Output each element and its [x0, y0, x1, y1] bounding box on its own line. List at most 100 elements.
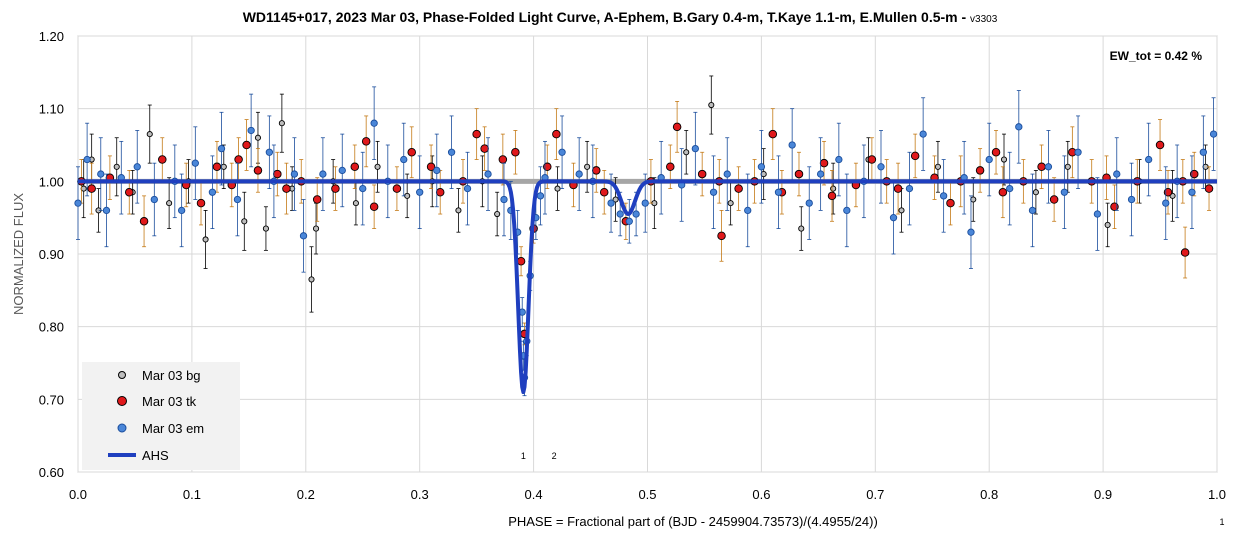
data-point	[498, 155, 508, 164]
data-point	[697, 169, 707, 179]
data-point	[278, 120, 285, 127]
y-tick-label: 0.60	[39, 465, 64, 480]
legend-swatch-em	[117, 423, 127, 433]
data-point	[359, 184, 367, 193]
data-point	[74, 199, 82, 207]
ew-annotation: EW_tot = 0.42 %	[1110, 49, 1203, 63]
data-point	[1113, 170, 1121, 178]
x-tick-label: 0.6	[752, 487, 770, 502]
data-point	[558, 148, 566, 156]
x-tick-label: 0.8	[980, 487, 998, 502]
data-point	[727, 200, 734, 207]
data-point	[612, 196, 619, 203]
x-tick-label: 0.1	[183, 487, 201, 502]
data-point	[290, 170, 299, 178]
x-tick-label: 0.2	[297, 487, 315, 502]
x-axis-title: PHASE = Fractional part of (BJD - 245990…	[508, 514, 878, 529]
data-point	[1155, 140, 1165, 150]
y-tick-label: 0.90	[39, 247, 64, 262]
data-point	[242, 140, 251, 150]
data-point	[683, 149, 690, 156]
data-point	[133, 163, 141, 171]
data-point	[934, 163, 941, 170]
data-point	[584, 163, 591, 170]
data-point	[967, 228, 975, 236]
data-point	[768, 129, 778, 139]
legend-swatch-tk	[117, 396, 127, 406]
x-tick-label: 0.7	[866, 487, 884, 502]
data-point	[717, 231, 726, 241]
data-point	[282, 184, 291, 193]
data-point	[516, 257, 526, 266]
data-point	[352, 200, 359, 207]
data-point	[472, 129, 481, 139]
data-point	[208, 188, 217, 196]
data-point	[816, 170, 825, 178]
data-point	[455, 207, 462, 214]
data-point	[607, 199, 615, 207]
chart-title-version: v3303	[970, 14, 998, 25]
data-point	[319, 170, 327, 178]
data-point	[734, 184, 743, 193]
y-tick-label: 1.20	[39, 29, 64, 44]
data-point	[1074, 148, 1082, 156]
dip-marker-label: 2	[552, 451, 557, 461]
data-point	[798, 225, 805, 232]
data-point	[350, 162, 360, 172]
data-point	[788, 141, 796, 149]
legend-swatch-bg	[118, 371, 126, 379]
data-point	[158, 155, 167, 164]
data-point	[970, 196, 977, 203]
data-point	[893, 184, 903, 193]
corner-note: 1	[1219, 517, 1224, 527]
data-point	[632, 210, 640, 218]
data-point	[139, 217, 149, 226]
y-tick-label: 1.00	[39, 174, 64, 189]
data-point	[830, 185, 837, 192]
y-tick-label: 1.10	[39, 102, 64, 117]
data-point	[220, 163, 227, 170]
data-point	[1000, 156, 1008, 163]
data-point	[744, 206, 752, 215]
data-point	[794, 169, 804, 179]
data-point	[262, 225, 269, 232]
x-tick-label: 0.3	[411, 487, 429, 502]
data-point	[1093, 210, 1102, 218]
data-point	[1032, 189, 1039, 196]
data-point	[905, 184, 914, 193]
data-point	[463, 184, 472, 193]
data-point	[946, 198, 955, 208]
data-point	[877, 163, 885, 171]
data-point	[723, 170, 731, 178]
data-point	[416, 188, 424, 196]
data-point	[1060, 188, 1069, 196]
data-point	[97, 170, 105, 178]
data-point	[889, 214, 898, 222]
data-point	[641, 199, 649, 207]
data-point	[299, 232, 308, 240]
data-point	[1044, 163, 1053, 171]
data-point	[1037, 162, 1046, 172]
data-point	[757, 163, 766, 171]
data-point	[760, 171, 767, 178]
ahs-model-path	[77, 179, 1218, 395]
data-point	[370, 119, 378, 127]
data-point	[146, 131, 153, 138]
y-tick-label: 0.70	[39, 392, 64, 407]
x-tick-label: 0.9	[1094, 487, 1112, 502]
data-point	[1104, 221, 1111, 228]
data-point	[985, 155, 993, 164]
data-point	[166, 200, 173, 207]
data-point	[1028, 206, 1037, 215]
data-point	[265, 148, 274, 156]
dip-marker-label: 1	[521, 451, 526, 461]
data-point	[975, 166, 985, 175]
data-point	[83, 155, 91, 164]
data-point	[1049, 195, 1059, 204]
data-point	[708, 101, 715, 109]
data-point	[827, 191, 837, 201]
data-point	[191, 159, 199, 167]
chart-title: WD1145+017, 2023 Mar 03, Phase-Folded Li…	[243, 9, 998, 25]
legend-label-ahs: AHS	[142, 448, 169, 463]
data-point	[241, 218, 248, 225]
